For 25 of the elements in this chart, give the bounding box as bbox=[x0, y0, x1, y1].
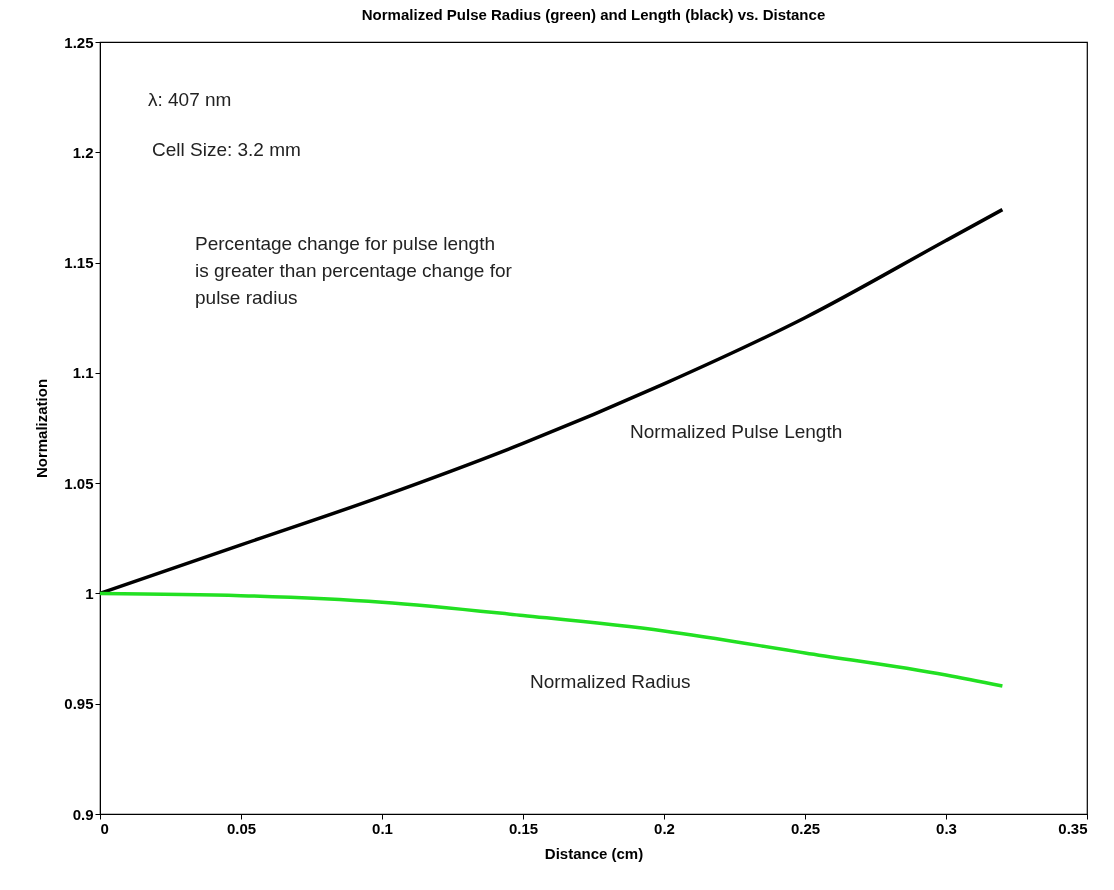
x-axis-title: Distance (cm) bbox=[544, 844, 644, 862]
y-tick-label: 1.2 bbox=[72, 143, 94, 161]
y-tick-label: 0.9 bbox=[72, 805, 94, 823]
x-tick-label: 0.1 bbox=[372, 819, 393, 837]
x-tick-label: 0.05 bbox=[226, 819, 257, 837]
series-label: Normalized Radius bbox=[530, 671, 691, 692]
chart-title: Normalized Pulse Radius (green) and Length (black) vs. Distance bbox=[361, 6, 826, 23]
x-tick-label: 0.2 bbox=[654, 819, 675, 837]
x-tick-label: 0.15 bbox=[508, 819, 539, 837]
annotation: Cell Size: 3.2 mm bbox=[152, 139, 301, 160]
x-tick-label: 0 bbox=[100, 819, 109, 837]
y-tick-label: 0.95 bbox=[64, 695, 94, 713]
x-tick-label: 0.25 bbox=[790, 819, 821, 837]
x-tick-label: 0.3 bbox=[936, 819, 957, 837]
line-series bbox=[98, 591, 1005, 688]
y-tick-label: 1.05 bbox=[64, 474, 94, 492]
y-axis-title: Normalization bbox=[33, 378, 51, 479]
y-tick-label: 1.15 bbox=[64, 254, 94, 272]
y-tick-label: 1.1 bbox=[72, 364, 94, 382]
annotation: Percentage change for pulse length is greater than percentage change for pulse radius bbox=[195, 233, 513, 308]
x-tick-label: 0.35 bbox=[1058, 819, 1088, 837]
y-tick-label: 1.25 bbox=[64, 33, 94, 51]
series-label: Normalized Pulse Length bbox=[630, 421, 843, 442]
y-tick-label: 1 bbox=[85, 584, 94, 602]
annotation: λ: 407 nm bbox=[148, 89, 232, 110]
